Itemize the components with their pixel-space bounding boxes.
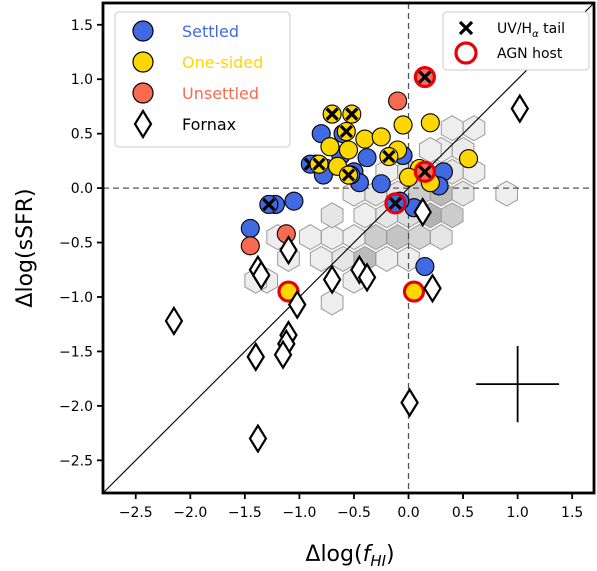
tail-cross-marker	[388, 196, 403, 210]
tail-cross-marker	[341, 168, 356, 182]
fornax-point	[322, 264, 342, 295]
fornax-point	[164, 305, 184, 337]
hexbin-cell	[440, 202, 464, 229]
fornax-point	[287, 289, 307, 320]
hexbin-cell	[408, 224, 431, 251]
unsettled-point	[240, 236, 260, 256]
hexbin-cell	[440, 115, 464, 142]
legend-agn-ring	[454, 41, 478, 65]
legend-label: Settled	[182, 22, 239, 41]
legend-right: UV/Hα tail AGN host	[442, 11, 590, 71]
x-tick-label: −2.0	[173, 505, 207, 521]
hexbin-cell	[386, 224, 409, 251]
tail-cross-marker	[418, 165, 432, 179]
settled-point	[284, 191, 304, 211]
hexbin-cell	[309, 245, 333, 272]
fornax-point	[248, 423, 268, 454]
tail-cross-marker	[262, 197, 276, 212]
settled-point	[371, 174, 391, 194]
one-sided-point	[371, 127, 391, 147]
y-tick-label: −0.5	[59, 236, 93, 252]
data-points	[164, 65, 530, 454]
settled-point	[311, 124, 331, 144]
one-sided-point	[420, 113, 440, 133]
settled-point	[357, 148, 377, 168]
fornax-point	[273, 339, 293, 370]
legend-label: UV/Hα tail	[497, 21, 565, 40]
tail-cross-marker	[345, 107, 359, 121]
hexbin-cell	[331, 245, 355, 272]
x-axis-label: Δlog(fHI)	[305, 542, 394, 570]
legend-fornax-marker	[133, 108, 153, 140]
tail-cross-marker	[418, 70, 432, 84]
x-tick-label: 0.0	[397, 505, 419, 521]
y-axis-label: Δlog(sSFR)	[13, 188, 38, 307]
y-tick-label: 1.0	[71, 72, 93, 88]
legend-label: One-sided	[182, 53, 263, 72]
x-tick-label: 1.0	[506, 505, 528, 521]
one-sided-point	[393, 115, 413, 135]
fornax-point	[510, 93, 530, 124]
axes: −2.5 −2.0 −1.5 −1.0 −0.5 0.0 0.5 1.0 1.5 −2.5 −2.0…	[59, 1, 596, 521]
hexbin-cell	[462, 115, 486, 142]
tail-cross-marker	[382, 149, 396, 164]
fornax-point	[423, 273, 442, 304]
tail-cross-marker	[325, 107, 339, 121]
tail-cross-marker	[339, 124, 353, 139]
legend-label: Fornax	[182, 115, 236, 134]
tail-cross-marker	[458, 20, 474, 36]
fornax-point	[357, 262, 377, 293]
hexbin-cell	[320, 289, 344, 316]
one-sided-point	[355, 129, 375, 149]
settled-point	[415, 256, 435, 277]
hexbin-cell	[429, 224, 453, 251]
legend-left-box	[114, 11, 291, 148]
hexbin-cell	[299, 224, 322, 251]
y-tick-label: 1.5	[71, 18, 93, 34]
hexbin-cell	[353, 202, 377, 229]
x-tick-label: 0.5	[452, 505, 474, 521]
fornax-point	[400, 387, 419, 418]
legend-left: Settled One-sided Unsettled Fornax	[114, 11, 291, 148]
settled-point	[240, 218, 260, 238]
tail-cross-marker	[312, 157, 326, 171]
fornax-point	[246, 341, 266, 372]
legend-label: Unsettled	[182, 84, 259, 103]
hexbin-cell	[375, 245, 398, 272]
one-sided-point	[320, 137, 340, 157]
y-tick-label: −1.0	[59, 290, 93, 306]
error-cross	[476, 346, 560, 423]
legend-circle-marker	[132, 82, 154, 104]
x-tick-label: −2.5	[119, 505, 153, 521]
hexbin-cell	[342, 224, 366, 251]
y-tick-label: −1.5	[59, 344, 93, 360]
y-tick-label: 0.0	[71, 181, 93, 197]
unsettled-point	[388, 91, 408, 111]
one-sided-point-agn	[402, 280, 426, 303]
one-sided-point	[338, 140, 359, 160]
fornax-point	[279, 235, 298, 266]
legend-label: AGN host	[497, 46, 563, 62]
x-tick-label: −1.5	[228, 505, 262, 521]
legend-circle-marker	[132, 20, 154, 42]
hexbin-cell	[320, 202, 344, 229]
x-tick-label: −1.0	[282, 505, 316, 521]
y-tick-label: −2.0	[59, 399, 93, 415]
legend-circle-marker	[132, 51, 154, 73]
hexbin-cell	[320, 224, 344, 251]
y-tick-label: 0.5	[71, 127, 93, 143]
x-tick-label: 1.5	[561, 505, 583, 521]
x-tick-label: −0.5	[337, 505, 371, 521]
legend-right-box	[442, 11, 590, 71]
hexbin-cell	[495, 180, 518, 207]
one-sided-point	[458, 149, 479, 169]
y-tick-label: −2.5	[59, 453, 93, 469]
fornax-point	[413, 196, 432, 228]
fornax-point	[251, 260, 271, 291]
hexbin-cell	[451, 180, 475, 207]
plot-frame	[101, 1, 596, 495]
